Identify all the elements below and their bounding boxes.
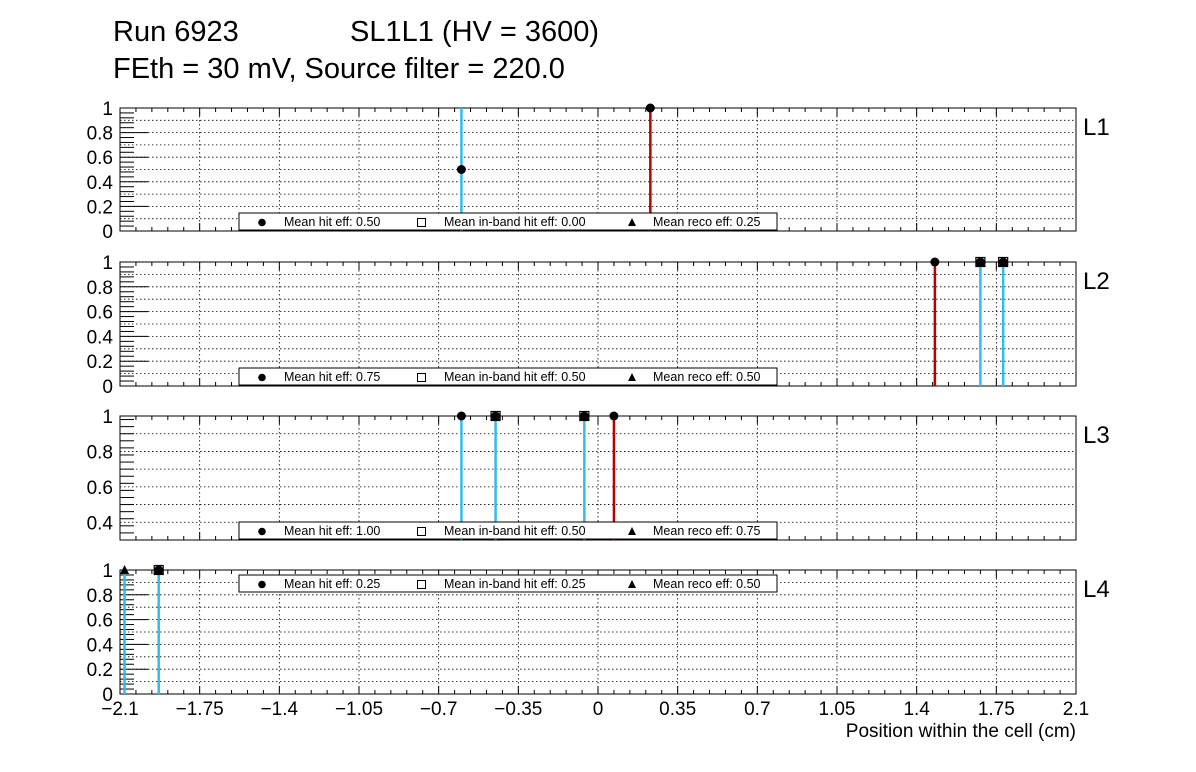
- hit-eff-marker: [645, 103, 655, 113]
- panel-legend: Mean hit eff: 0.50 Mean in-band hit eff: …: [238, 212, 778, 231]
- panel-l1: 0 0.2 0.4 0.6 0.8 1 L1 Mean hit eff: 0.50 Mean i…: [87, 99, 1110, 243]
- y-tick-label: 0.4: [87, 513, 114, 534]
- x-tick-label: 1.75: [978, 699, 1015, 720]
- hit-eff-marker: [456, 165, 466, 174]
- x-tick-label: −1.05: [335, 699, 383, 720]
- x-tick-label: −1.4: [261, 699, 299, 720]
- chamber-title: SL1L1 (HV = 3600): [350, 16, 600, 48]
- y-tick-label: 0.6: [87, 478, 113, 499]
- legend-hit-text: Mean hit eff: 1.00: [284, 524, 380, 538]
- panel-label: L2: [1083, 268, 1110, 295]
- x-tick-label: −1.75: [176, 699, 224, 720]
- legend-box: [238, 367, 778, 386]
- y-tick-label: 0.4: [87, 327, 114, 348]
- reco-eff-marker: [975, 257, 985, 266]
- reco-eff-marker: [579, 411, 589, 420]
- settings-title: FEth = 30 mV, Source filter = 220.0: [113, 53, 565, 85]
- y-tick-label: 1: [102, 407, 113, 428]
- x-tick-label: 1.4: [903, 699, 930, 720]
- panel-legend: Mean hit eff: 1.00 Mean in-band hit eff: …: [238, 521, 778, 540]
- x-axis-title: Position within the cell (cm): [846, 721, 1076, 742]
- y-tick-label: 0.6: [87, 611, 113, 632]
- y-tick-label: 0.4: [87, 635, 114, 656]
- legend-reco-marker: [628, 373, 636, 381]
- legend-box: [238, 521, 778, 540]
- legend-inband-marker: [417, 218, 426, 227]
- x-tick-label: −2.1: [101, 699, 139, 720]
- reco-eff-marker: [120, 565, 130, 574]
- y-tick-label: 0.2: [87, 660, 113, 681]
- panel-legend: Mean hit eff: 0.25 Mean in-band hit eff: …: [238, 574, 778, 593]
- legend-inband-text: Mean in-band hit eff: 0.25: [444, 577, 586, 591]
- panel-legend: Mean hit eff: 0.75 Mean in-band hit eff: …: [238, 367, 778, 386]
- legend-inband-marker: [417, 527, 426, 536]
- y-tick-label: 0: [102, 377, 113, 398]
- run-number: Run 6923: [113, 16, 239, 48]
- y-tick-label: 1: [102, 99, 113, 120]
- legend-inband-text: Mean in-band hit eff: 0.00: [444, 215, 586, 229]
- x-tick-label: 0.35: [659, 699, 696, 720]
- hit-eff-marker: [609, 411, 619, 421]
- legend-hit-marker: [258, 373, 266, 382]
- panel-l3: 0.4 0.6 0.8 1 L3 Mean hit eff: 1.00 Mean in-ba…: [87, 407, 1110, 541]
- y-tick-label: 0.2: [87, 197, 113, 218]
- x-tick-label: 2.1: [1063, 699, 1089, 720]
- y-tick-label: 1: [102, 561, 113, 582]
- panel-l4: 0 0.2 0.4 0.6 0.8 1 L4 Mean hit eff: 0.25 Mean i…: [87, 561, 1110, 706]
- legend-hit-text: Mean hit eff: 0.25: [284, 577, 380, 591]
- x-tick-label: 0: [593, 699, 604, 720]
- x-tick-label: 1.05: [819, 699, 856, 720]
- hit-eff-marker: [930, 257, 940, 267]
- panel-l2: 0 0.2 0.4 0.6 0.8 1 L2 Mean hit eff: 0.75 Mean i…: [87, 253, 1110, 398]
- panel-label: L1: [1083, 114, 1110, 141]
- y-tick-label: 0.8: [87, 586, 113, 607]
- y-tick-label: 0: [102, 685, 113, 706]
- legend-reco-text: Mean reco eff: 0.50: [653, 370, 761, 384]
- y-tick-label: 0.8: [87, 442, 113, 463]
- legend-reco-text: Mean reco eff: 0.25: [653, 215, 761, 229]
- legend-reco-marker: [628, 527, 636, 535]
- y-tick-label: 1: [102, 253, 113, 274]
- reco-eff-marker: [491, 411, 501, 420]
- legend-inband-text: Mean in-band hit eff: 0.50: [444, 524, 586, 538]
- reco-eff-marker: [154, 565, 164, 574]
- panel-label: L4: [1083, 576, 1110, 603]
- x-tick-label: −0.7: [420, 699, 458, 720]
- legend-inband-marker: [417, 373, 426, 382]
- y-tick-label: 0.4: [87, 173, 114, 194]
- reco-eff-marker: [998, 257, 1008, 266]
- legend-hit-marker: [258, 218, 266, 227]
- legend-reco-text: Mean reco eff: 0.50: [653, 577, 761, 591]
- legend-reco-text: Mean reco eff: 0.75: [653, 524, 761, 538]
- legend-reco-marker: [628, 218, 636, 226]
- legend-inband-marker: [417, 580, 426, 589]
- legend-hit-marker: [258, 527, 266, 536]
- legend-hit-text: Mean hit eff: 0.75: [284, 370, 380, 384]
- legend-box: [238, 574, 778, 593]
- y-tick-label: 0: [102, 222, 113, 243]
- legend-inband-text: Mean in-band hit eff: 0.50: [444, 370, 586, 384]
- legend-reco-marker: [628, 580, 636, 588]
- panel-label: L3: [1083, 422, 1110, 449]
- x-tick-label: 0.7: [744, 699, 770, 720]
- hit-eff-marker: [456, 411, 466, 421]
- y-tick-label: 0.6: [87, 303, 113, 324]
- legend-hit-text: Mean hit eff: 0.50: [284, 215, 380, 229]
- y-tick-label: 0.8: [87, 278, 113, 299]
- y-tick-label: 0.6: [87, 148, 113, 169]
- y-tick-label: 0.8: [87, 124, 113, 145]
- y-tick-label: 0.2: [87, 352, 113, 373]
- x-tick-label: −0.35: [494, 699, 542, 720]
- legend-hit-marker: [258, 580, 266, 589]
- legend-box: [238, 212, 778, 231]
